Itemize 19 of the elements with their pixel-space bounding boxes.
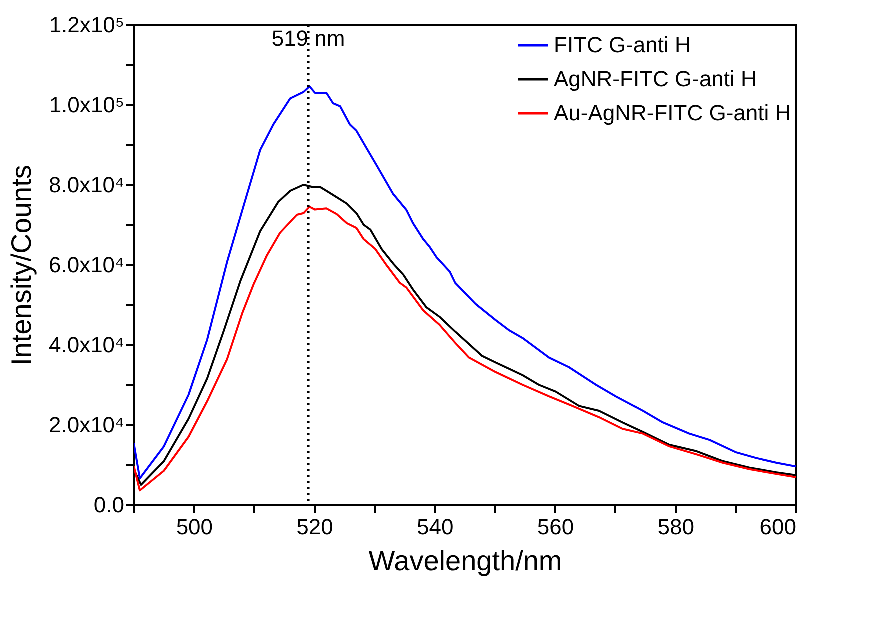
legend-label: AgNR-FITC G-anti H bbox=[554, 66, 757, 92]
ref-line-label: 519 nm bbox=[272, 26, 346, 51]
y-tick-label: 2.0x10⁴ bbox=[48, 412, 124, 438]
x-axis-title: Wavelength/nm bbox=[368, 546, 562, 576]
legend-label: FITC G-anti H bbox=[554, 32, 691, 58]
y-axis-title: Intensity/Counts bbox=[6, 165, 37, 366]
y-tick-label: 4.0x10⁴ bbox=[48, 332, 124, 358]
legend-label: Au-AgNR-FITC G-anti H bbox=[554, 100, 792, 126]
y-tick-label: 8.0x10⁴ bbox=[48, 172, 124, 198]
x-tick-label: 560 bbox=[537, 514, 574, 540]
y-tick-label: 1.0x10⁵ bbox=[49, 92, 124, 118]
x-tick-label: 500 bbox=[176, 514, 214, 540]
x-tick-label: 540 bbox=[417, 514, 454, 540]
y-tick-label: 6.0x10⁴ bbox=[48, 252, 124, 278]
y-tick-label: 1.2x10⁵ bbox=[49, 12, 124, 38]
y-tick-label: 0.0 bbox=[94, 492, 124, 518]
x-tick-label: 520 bbox=[296, 514, 334, 540]
x-tick-label: 580 bbox=[658, 514, 694, 540]
x-tick-label: 600 bbox=[760, 514, 796, 540]
